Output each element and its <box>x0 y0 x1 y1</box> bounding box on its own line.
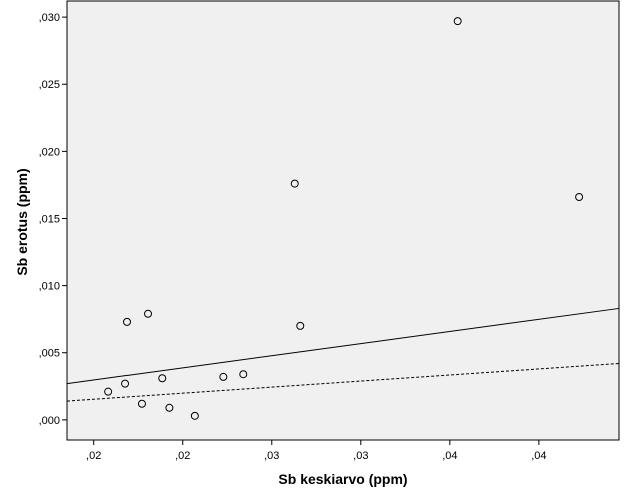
data-point <box>121 379 130 388</box>
data-point <box>158 374 167 383</box>
solid-fit-line <box>66 307 620 385</box>
data-points <box>104 17 584 420</box>
x-tick-label: ,04 <box>531 450 546 462</box>
y-axis-ticks: ,000 ,005 ,010 ,015 ,020 ,025 ,030 <box>39 12 67 427</box>
plot-area <box>66 0 620 441</box>
x-tick-label: ,02 <box>175 450 190 462</box>
data-point <box>123 317 132 326</box>
data-point <box>575 193 584 202</box>
data-point <box>104 387 113 396</box>
data-point <box>296 321 305 330</box>
y-tick-label: ,020 <box>39 146 60 158</box>
y-tick-label: ,025 <box>39 79 60 91</box>
y-axis-label: Sb erotus (ppm) <box>14 168 30 275</box>
dashed-fit-line <box>66 362 620 402</box>
data-point <box>190 411 199 420</box>
x-tick-label: ,04 <box>442 450 457 462</box>
y-tick-label: ,030 <box>39 12 60 24</box>
data-point <box>219 372 228 381</box>
y-tick-label: ,015 <box>39 213 60 225</box>
y-tick-label: ,005 <box>39 348 60 360</box>
data-point <box>239 370 248 379</box>
x-tick-label: ,03 <box>264 450 279 462</box>
data-point <box>453 17 462 26</box>
y-tick-label: ,010 <box>39 281 60 293</box>
data-point <box>144 309 153 318</box>
data-point <box>137 399 146 408</box>
x-axis-label: Sb keskiarvo (ppm) <box>278 471 407 487</box>
fit-lines <box>66 307 620 402</box>
data-point <box>165 403 174 412</box>
y-tick-label: ,000 <box>39 415 60 427</box>
data-point <box>290 179 299 188</box>
x-axis-ticks: ,02 ,02 ,03 ,03 ,04 ,04 <box>86 440 547 462</box>
x-tick-label: ,03 <box>353 450 368 462</box>
x-tick-label: ,02 <box>86 450 101 462</box>
